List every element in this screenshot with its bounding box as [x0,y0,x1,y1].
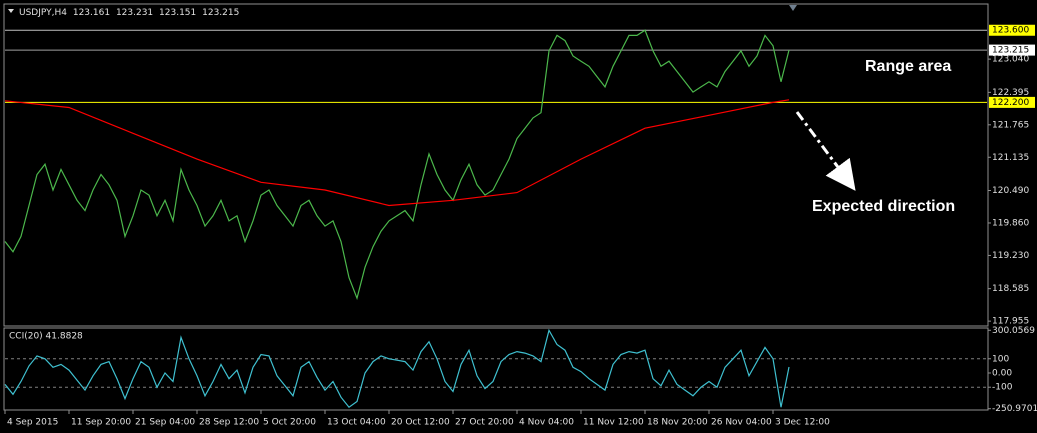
annotation: Range area [865,58,951,75]
series-line [4,29,790,301]
symbol: USDJPY,H4 [19,8,67,18]
level-label-box [989,24,1035,36]
x-tick-label: 4 Sep 2015 [7,418,58,428]
x-tick-label: 11 Nov 12:00 [583,418,644,428]
level-label: 122.200 [992,98,1029,108]
shift-marker [789,5,797,11]
y-tick-label: 121.135 [992,153,1029,163]
x-tick-label: 5 Oct 20:00 [263,418,316,428]
x-tick-label: 3 Dec 12:00 [775,418,830,428]
level-label-box [989,96,1035,108]
x-tick-label: 11 Sep 20:00 [71,418,131,428]
chart-header: USDJPY,H4 123.161 123.231 123.151 123.21… [19,8,239,18]
menu-triangle [8,9,14,13]
cci-panel [3,327,989,411]
y-tick-label: 123.040 [992,55,1029,65]
y-tick-label: -100 [992,383,1013,393]
y-tick-label: 119.230 [992,251,1029,261]
x-tick-label: 26 Nov 04:00 [711,418,772,428]
level-label-box [989,44,1035,56]
x-tick-label: 21 Sep 04:00 [135,418,195,428]
x-tick-label: 20 Oct 12:00 [391,418,450,428]
x-tick-label: 28 Sep 12:00 [199,418,259,428]
series-line [4,99,790,207]
y-tick-label: 121.765 [992,120,1029,130]
y-tick-label: 118.585 [992,284,1029,294]
direction-arrow [795,111,856,191]
y-tick-label: 120.490 [992,186,1029,196]
price-panel [3,3,989,327]
close: 123.215 [202,8,239,18]
x-tick-label: 18 Nov 20:00 [647,418,708,428]
y-tick-label: 0.00 [992,368,1012,378]
x-tick-label: 13 Oct 04:00 [327,418,386,428]
y-tick-label: 117.955 [992,317,1029,327]
open: 123.161 [73,8,110,18]
x-tick-label: 27 Oct 20:00 [455,418,514,428]
level-label: 123.215 [992,46,1029,56]
annotation: Expected direction [812,198,955,215]
y-tick-label: 119.860 [992,218,1029,228]
level-label: 123.600 [992,26,1029,36]
y-tick-label: -250.9701 [992,404,1037,414]
y-tick-label: 100 [992,354,1009,364]
y-tick-label: 122.395 [992,88,1029,98]
y-tick-label: 300.0569 [992,326,1035,336]
high: 123.231 [116,8,153,18]
series-line [4,328,790,409]
low: 123.151 [159,8,196,18]
x-tick-label: 4 Nov 04:00 [519,418,574,428]
cci-title: CCI(20) 41.8828 [9,332,83,342]
